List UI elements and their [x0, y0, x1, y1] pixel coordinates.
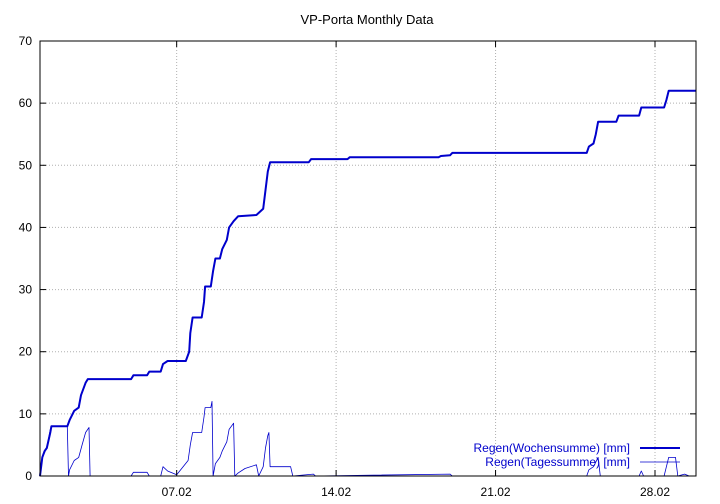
axis-ticks: 0 10 20 30 40 50 60 70 07.02 14.02 21.02 28.02: [19, 34, 696, 499]
plot-frame: [39, 40, 697, 477]
y-tick-label: 0: [25, 469, 32, 483]
grid-lines: [40, 41, 696, 476]
series-line-tagessumme: [39, 401, 690, 477]
series-layer: [39, 89, 696, 477]
y-tick-label: 50: [19, 158, 33, 172]
x-tick-label: 21.02: [481, 485, 511, 499]
legend-label: Regen(Tagessumme) [mm]: [485, 455, 630, 469]
legend: Regen(Wochensumme) [mm]Regen(Tagessumme)…: [474, 441, 680, 469]
series-line-wochensumme: [39, 89, 696, 477]
y-tick-label: 40: [19, 220, 33, 234]
y-tick-label: 20: [19, 345, 33, 359]
y-tick-label: 10: [19, 407, 33, 421]
y-tick-label: 70: [19, 34, 33, 48]
legend-label: Regen(Wochensumme) [mm]: [474, 441, 631, 455]
x-tick-label: 28.02: [640, 485, 670, 499]
y-tick-label: 30: [19, 283, 33, 297]
y-tick-label: 60: [19, 96, 33, 110]
chart-title: VP-Porta Monthly Data: [301, 12, 435, 27]
x-tick-label: 07.02: [162, 485, 192, 499]
x-tick-label: 14.02: [321, 485, 351, 499]
